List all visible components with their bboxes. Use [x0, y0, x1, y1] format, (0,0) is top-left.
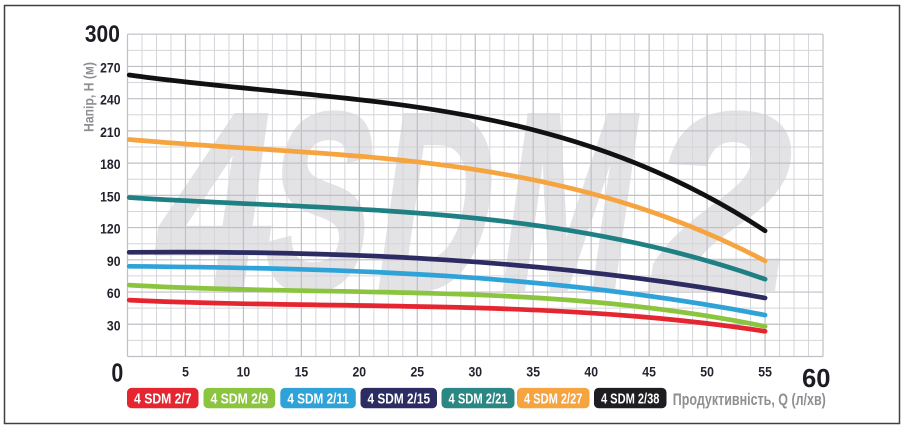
- svg-text:Продуктивність, Q (л/хв): Продуктивність, Q (л/хв): [673, 391, 826, 409]
- svg-text:4 SDM 2/27: 4 SDM 2/27: [524, 391, 583, 408]
- svg-text:55: 55: [758, 364, 772, 380]
- svg-text:60: 60: [107, 285, 121, 301]
- svg-text:270: 270: [100, 59, 121, 75]
- svg-text:25: 25: [411, 364, 425, 380]
- svg-text:30: 30: [469, 364, 483, 380]
- svg-text:4 SDM 2/15: 4 SDM 2/15: [368, 391, 431, 408]
- svg-text:240: 240: [100, 92, 121, 108]
- svg-text:30: 30: [107, 317, 121, 333]
- svg-text:Напір, H (м): Напір, H (м): [81, 62, 97, 132]
- svg-text:4 SDM 2/9: 4 SDM 2/9: [210, 391, 268, 408]
- svg-text:40: 40: [584, 364, 598, 380]
- svg-text:10: 10: [237, 364, 251, 380]
- svg-text:90: 90: [107, 253, 121, 269]
- svg-text:4 SDM 2/7: 4 SDM 2/7: [134, 391, 192, 408]
- svg-text:4 SDM 2/11: 4 SDM 2/11: [287, 391, 349, 408]
- svg-text:300: 300: [85, 21, 120, 48]
- svg-text:120: 120: [100, 221, 121, 237]
- svg-text:150: 150: [100, 188, 121, 204]
- svg-text:20: 20: [353, 364, 367, 380]
- svg-text:4 SDM 2/38: 4 SDM 2/38: [601, 391, 660, 408]
- svg-text:210: 210: [100, 124, 121, 140]
- svg-text:5: 5: [182, 364, 189, 380]
- svg-text:50: 50: [700, 364, 714, 380]
- svg-text:35: 35: [526, 364, 540, 380]
- svg-text:4 SDM 2/21: 4 SDM 2/21: [449, 391, 508, 408]
- svg-text:45: 45: [642, 364, 656, 380]
- svg-text:180: 180: [100, 156, 121, 172]
- svg-text:60: 60: [802, 363, 831, 393]
- svg-text:15: 15: [295, 364, 309, 380]
- svg-text:0: 0: [111, 357, 123, 387]
